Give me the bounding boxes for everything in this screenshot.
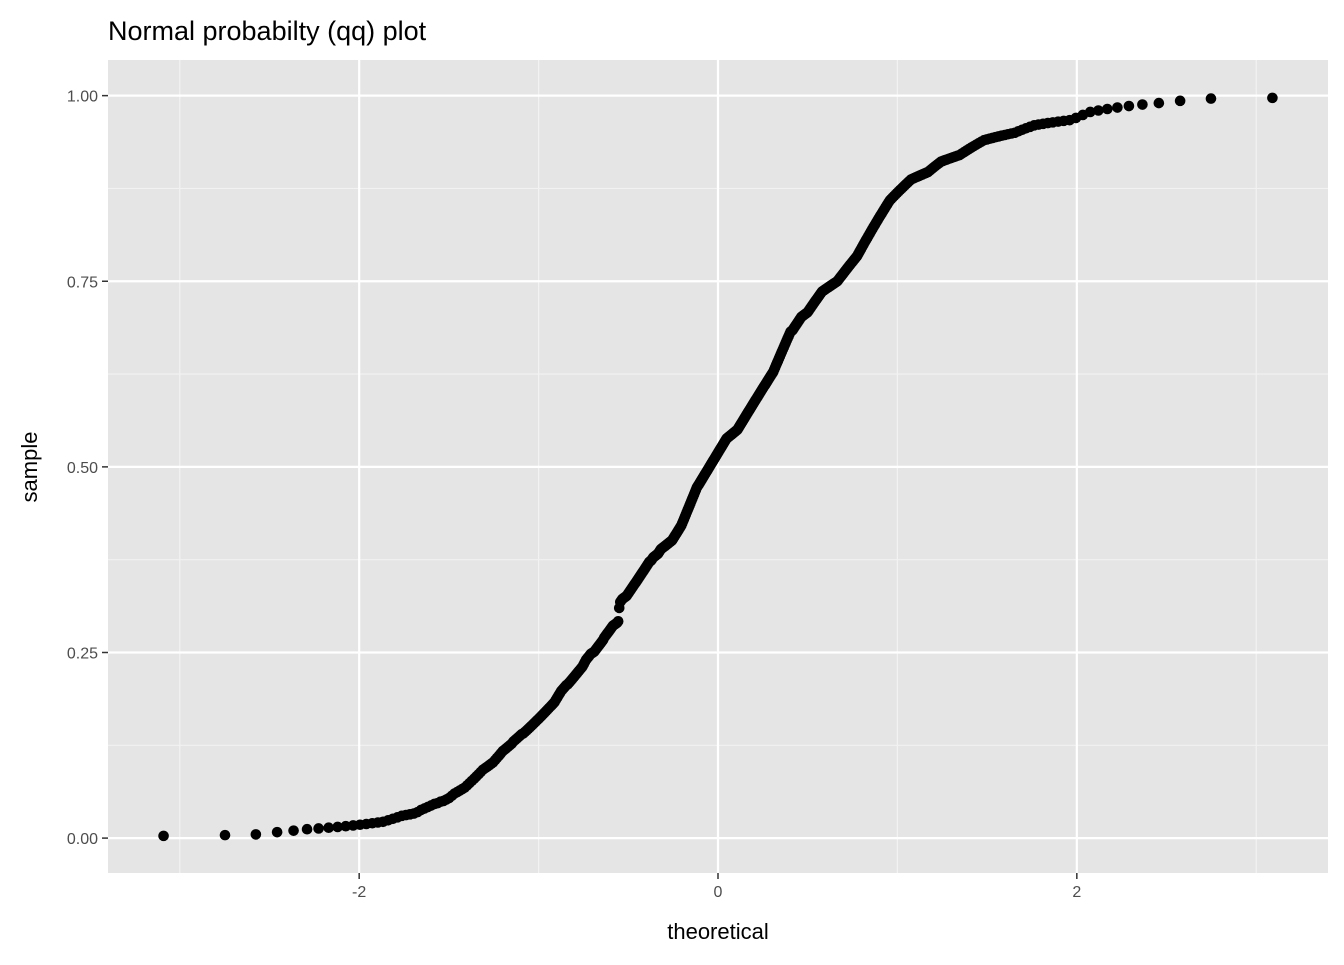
data-point <box>1267 92 1278 104</box>
data-point <box>1084 106 1096 118</box>
data-point <box>271 826 283 838</box>
chart-title: Normal probabilty (qq) plot <box>108 16 427 46</box>
x-tick-label: 0 <box>714 884 723 901</box>
x-axis: -2 0 2 <box>352 873 1081 901</box>
data-point <box>219 829 231 841</box>
data-point <box>301 823 313 835</box>
major-gridlines <box>108 60 1328 873</box>
data-point <box>1102 103 1113 115</box>
y-tick-label: 1.00 <box>67 89 98 106</box>
y-tick-label: 0.25 <box>67 645 98 662</box>
data-point <box>332 821 343 833</box>
data-point <box>1137 99 1148 110</box>
y-axis: 0.00 0.25 0.50 0.75 1.00 <box>67 89 108 848</box>
x-tick-label: 2 <box>1072 884 1081 901</box>
data-points <box>158 92 1278 842</box>
data-point <box>1205 93 1217 104</box>
y-tick-label: 0.50 <box>67 460 98 477</box>
data-point <box>1174 95 1186 107</box>
y-axis-label: sample <box>17 432 42 503</box>
data-point <box>288 825 299 836</box>
x-axis-label: theoretical <box>667 919 769 944</box>
data-point <box>612 616 624 627</box>
data-point <box>323 822 334 834</box>
y-tick-label: 0.75 <box>67 274 98 291</box>
data-point <box>1112 102 1123 113</box>
data-point <box>158 830 169 842</box>
data-point <box>1153 97 1165 109</box>
data-point <box>250 829 262 840</box>
data-point <box>1123 100 1135 112</box>
data-point <box>1093 105 1104 116</box>
data-point <box>313 823 324 834</box>
x-tick-label: -2 <box>352 884 366 901</box>
y-tick-label: 0.00 <box>67 831 98 848</box>
